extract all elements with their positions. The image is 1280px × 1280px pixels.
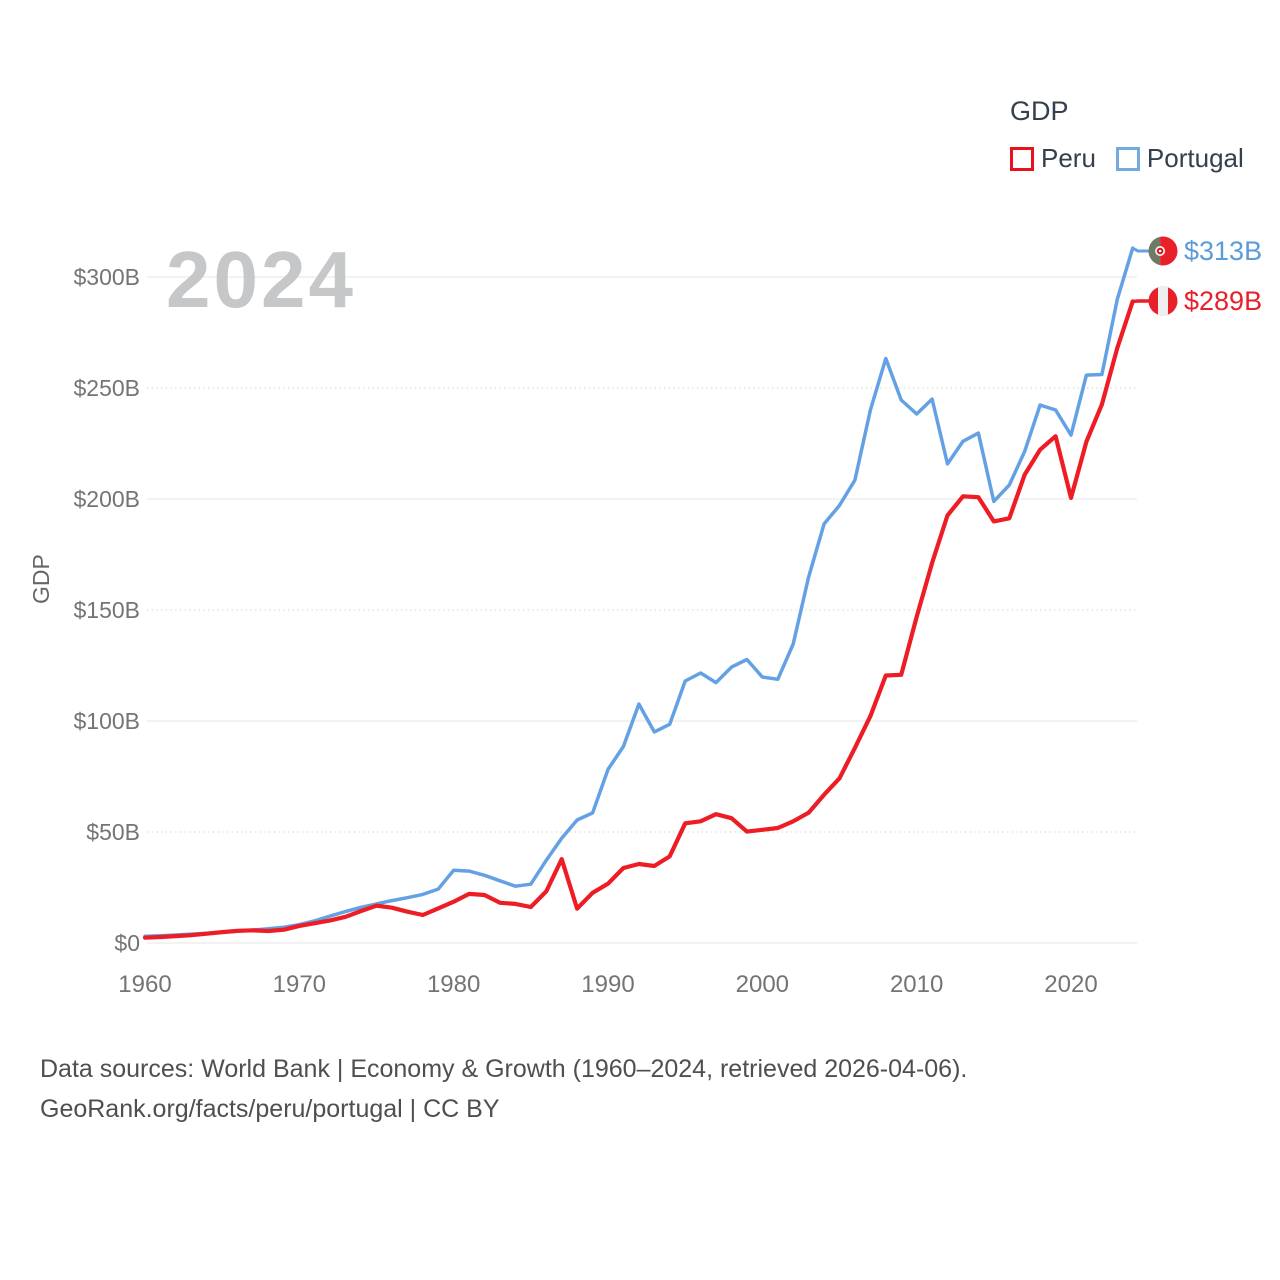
- x-tick-label-2000: 2000: [735, 971, 790, 998]
- legend-item-label: Peru: [1041, 143, 1096, 173]
- x-tick-label-1960: 1960: [118, 971, 172, 998]
- peru-line: [142, 299, 1135, 940]
- peru-value-label: $289B: [1184, 286, 1263, 316]
- y-tick-label-250: $250B: [73, 375, 140, 401]
- year-watermark: 2024: [166, 235, 356, 324]
- footer: Data sources: World Bank | Economy & Gro…: [40, 1049, 967, 1129]
- footer-source-link: GeoRank.org/facts/peru/portugal | CC BY: [40, 1095, 500, 1123]
- legend-row: Peru Portugal: [1010, 143, 1244, 174]
- portugal-flag-icon: [1148, 236, 1178, 266]
- portugal-emblem-dot: [1158, 249, 1162, 253]
- footer-attribution: Data sources: World Bank | Economy & Gro…: [40, 1055, 968, 1083]
- y-tick-label-50: $50B: [86, 819, 140, 845]
- y-tick-label-100: $100B: [73, 708, 140, 734]
- x-tick-label-2020: 2020: [1044, 971, 1098, 998]
- peru-flag-icon: [1148, 286, 1178, 316]
- legend-title: GDP: [1010, 96, 1069, 126]
- portugal-leader-line: [1131, 246, 1152, 253]
- portugal-value-label: $313B: [1184, 236, 1263, 266]
- legend-item-label: Portugal: [1146, 143, 1244, 173]
- x-tick-label-2010: 2010: [889, 971, 944, 998]
- peru-swatch: [1010, 146, 1034, 171]
- portugal-line: [143, 246, 1135, 939]
- y-tick-label-0: $0: [114, 930, 140, 956]
- y-tick-label-200: $200B: [73, 486, 140, 512]
- y-tick-label-300: $300B: [73, 264, 140, 290]
- x-tick-label-1970: 1970: [272, 971, 327, 998]
- legend: GDP Peru Portugal: [1010, 96, 1244, 174]
- portugal-swatch: [1115, 146, 1140, 171]
- legend-item-portugal[interactable]: Portugal: [1115, 143, 1244, 174]
- legend-item-peru[interactable]: Peru: [1010, 143, 1096, 174]
- x-tick-label-1980: 1980: [426, 971, 481, 998]
- x-tick-label-1990: 1990: [581, 971, 635, 998]
- y-tick-label-150: $150B: [73, 597, 140, 623]
